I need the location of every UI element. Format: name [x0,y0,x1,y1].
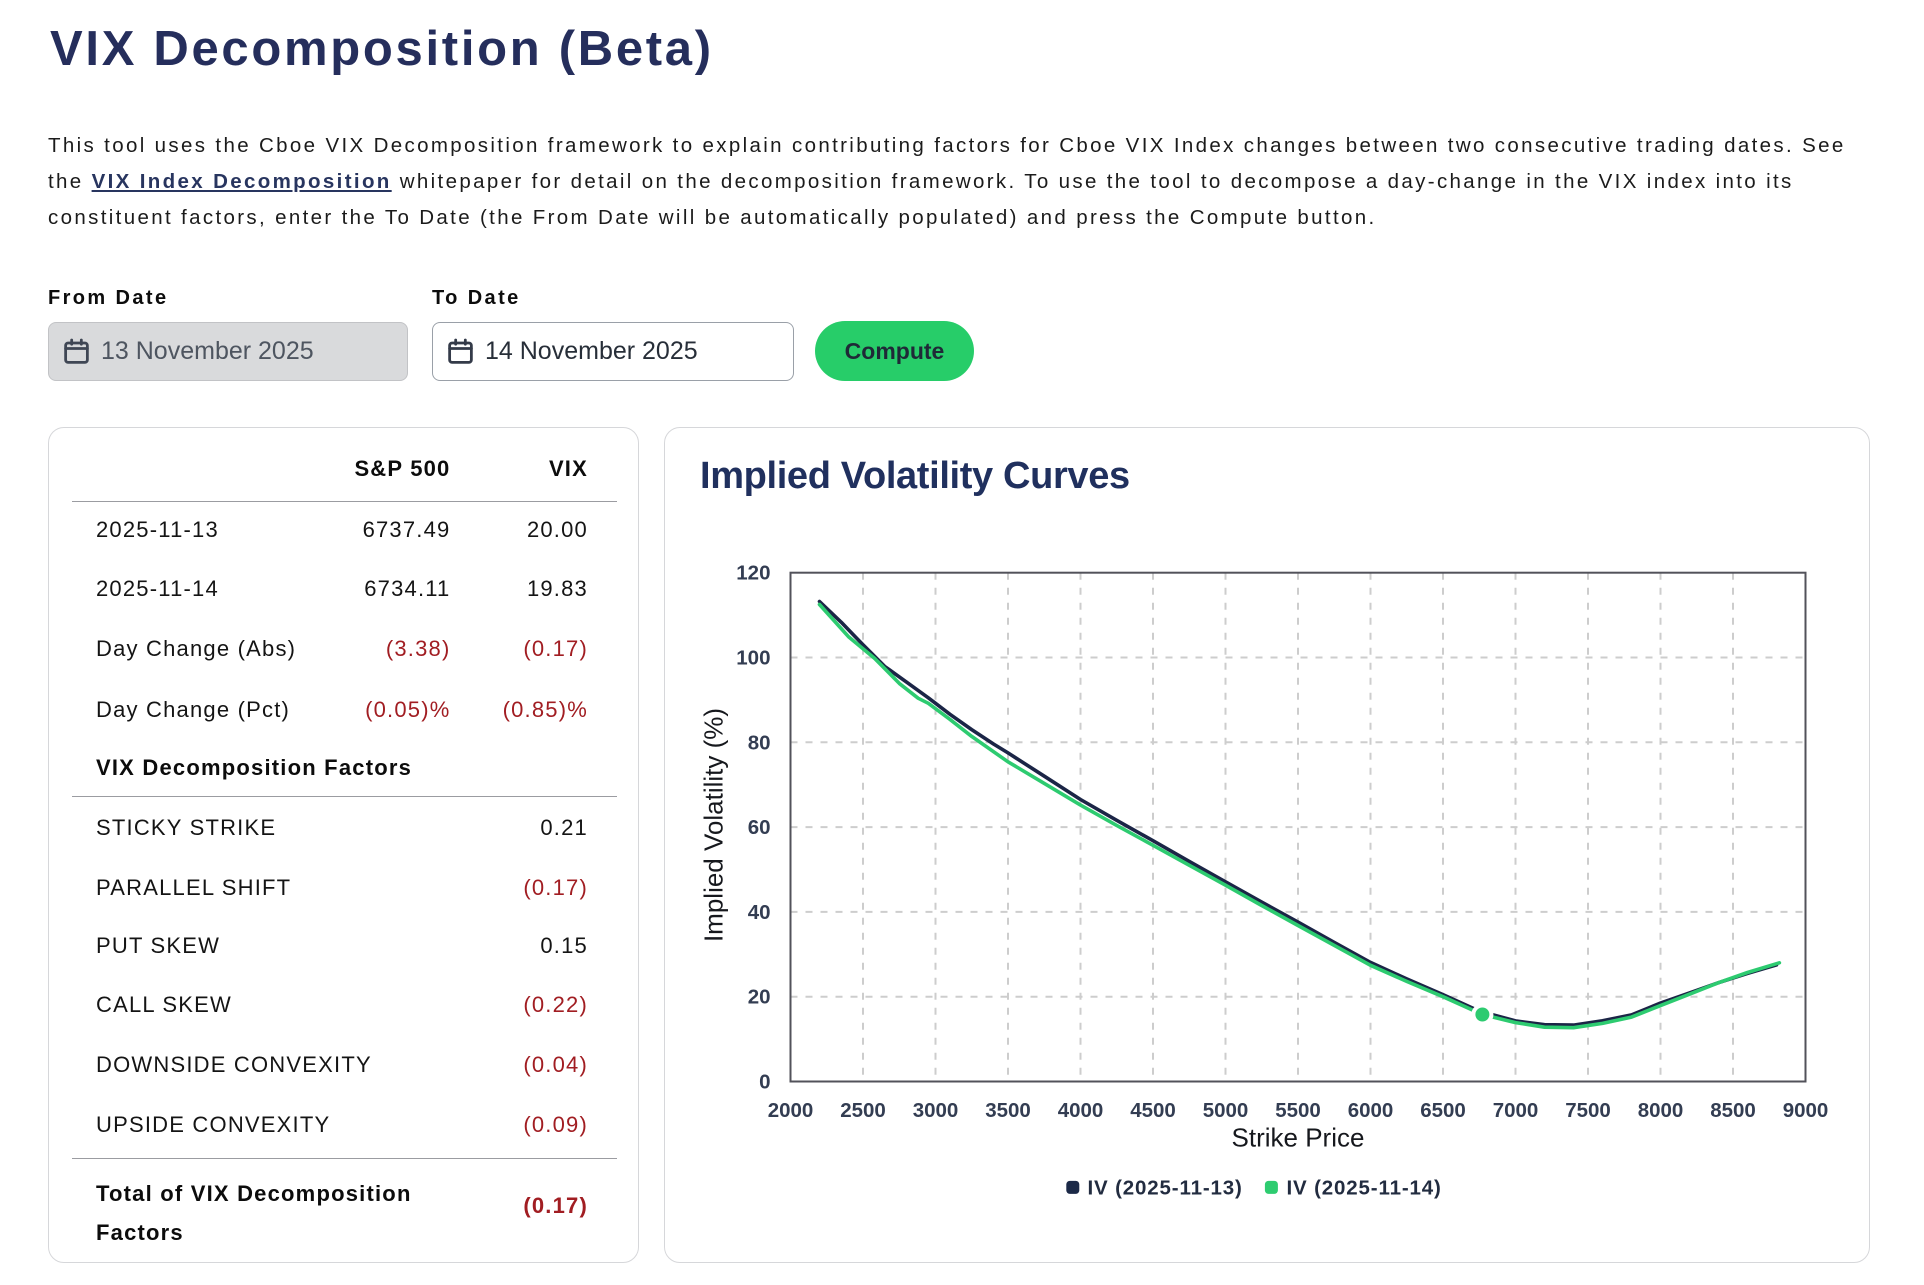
svg-text:IV (2025-11-14): IV (2025-11-14) [1286,1176,1441,1199]
svg-text:0: 0 [759,1071,770,1094]
svg-text:9000: 9000 [1782,1099,1828,1122]
svg-text:8000: 8000 [1637,1099,1683,1122]
svg-text:7000: 7000 [1492,1099,1538,1122]
svg-text:5500: 5500 [1275,1099,1321,1122]
svg-text:60: 60 [747,816,770,839]
svg-text:3000: 3000 [912,1099,958,1122]
svg-text:4500: 4500 [1130,1099,1176,1122]
svg-text:40: 40 [747,901,770,924]
svg-text:100: 100 [736,647,770,670]
svg-text:7500: 7500 [1565,1099,1611,1122]
svg-text:6500: 6500 [1420,1099,1466,1122]
svg-text:IV (2025-11-13): IV (2025-11-13) [1087,1176,1242,1199]
svg-text:120: 120 [736,562,770,585]
svg-text:2500: 2500 [840,1099,886,1122]
svg-text:4000: 4000 [1057,1099,1103,1122]
svg-text:Implied Volatility (%): Implied Volatility (%) [698,708,728,942]
svg-text:5000: 5000 [1202,1099,1248,1122]
svg-text:2000: 2000 [767,1099,813,1122]
svg-text:Strike Price: Strike Price [1231,1123,1364,1153]
svg-text:8500: 8500 [1710,1099,1756,1122]
svg-text:6000: 6000 [1347,1099,1393,1122]
svg-text:3500: 3500 [985,1099,1031,1122]
svg-text:80: 80 [747,731,770,754]
svg-text:20: 20 [747,986,770,1009]
